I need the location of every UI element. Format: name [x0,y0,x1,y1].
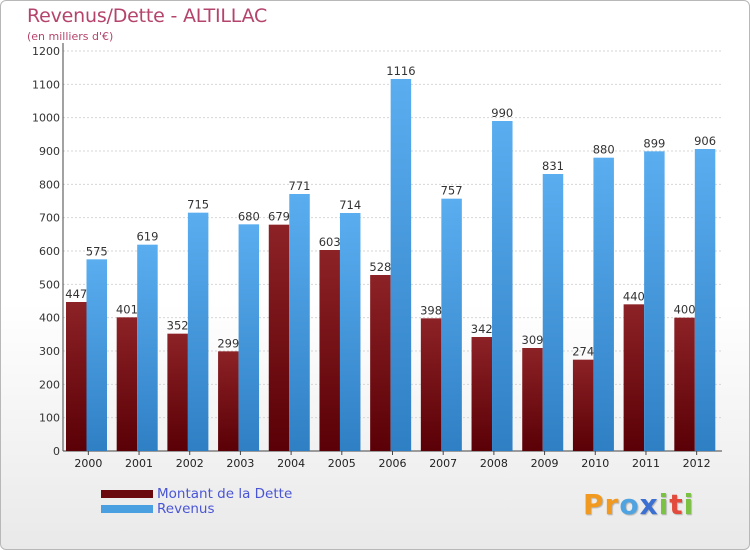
data-label-revenus: 715 [187,198,209,212]
logo-letter: r [604,488,620,521]
y-tick-label: 200 [39,378,60,391]
bar-revenus [339,213,361,451]
bar-revenus [542,174,564,451]
bar-dette [218,351,239,451]
bar-revenus [694,149,716,451]
y-tick-label: 500 [39,278,60,291]
data-label-revenus: 619 [136,230,158,244]
logo-letter: P [583,488,605,521]
x-tick-label: 2011 [632,457,660,470]
bar-revenus [390,79,412,451]
data-label-revenus: 771 [289,179,311,193]
legend-label-dette: Montant de la Dette [157,486,293,502]
bar-dette [471,337,493,451]
data-label-dette: 447 [65,287,87,301]
legend-swatch-revenus [101,505,153,513]
data-label-dette: 274 [572,345,594,359]
y-tick-label: 700 [39,212,60,225]
data-label-dette: 401 [116,302,138,316]
data-label-dette: 352 [167,319,189,333]
x-tick-label: 2001 [125,457,153,470]
bar-dette [370,275,391,451]
data-label-dette: 679 [268,210,290,224]
chart-title: Revenus/Dette - ALTILLAC [27,5,268,27]
y-tick-label: 800 [39,178,60,191]
data-label-dette: 603 [319,235,341,249]
y-tick-label: 300 [39,345,60,358]
data-label-dette: 528 [369,260,391,274]
y-tick-label: 600 [39,245,60,258]
x-tick-label: 2010 [581,457,609,470]
x-tick-label: 2008 [480,457,508,470]
bar-revenus [492,121,513,451]
bar-revenus [86,259,107,451]
bars [66,79,716,452]
logo-letter: x [639,488,659,521]
y-tick-label: 1200 [32,45,60,58]
bar-dette [167,333,188,451]
logo-letter: i [658,488,670,521]
data-label-revenus: 680 [238,209,260,223]
data-label-revenus: 880 [593,143,615,157]
legend-swatch-dette [101,490,153,498]
bar-revenus [187,212,209,451]
bar-revenus [593,157,614,451]
data-label-revenus: 831 [542,159,564,173]
bar-dette [116,317,138,451]
x-tick-label: 2009 [531,457,559,470]
data-label-dette: 440 [623,289,645,303]
bar-dette [66,302,87,451]
data-label-dette: 309 [522,333,544,347]
data-label-dette: 342 [471,322,493,336]
bar-revenus [137,244,158,451]
logo-letter: o [619,488,640,521]
bar-dette [572,359,594,451]
x-tick-label: 2000 [74,457,102,470]
x-tick-label: 2007 [429,457,457,470]
y-tick-label: 1100 [32,78,60,91]
data-label-revenus: 990 [491,106,513,120]
y-tick-label: 0 [53,445,60,458]
x-tick-label: 2005 [328,457,356,470]
x-tick-label: 2002 [176,457,204,470]
proxiti-logo: Proxiti [583,488,694,521]
bar-revenus [238,224,260,451]
data-label-revenus: 899 [643,136,665,150]
data-labels: 447 575 401 619 352 715 299 680 679 771 603 714 528 1… [65,64,716,359]
bar-dette [268,224,290,451]
y-tick-label: 400 [39,312,60,325]
data-label-revenus: 714 [339,198,361,212]
data-label-revenus: 575 [86,244,108,258]
data-label-revenus: 1116 [386,64,415,78]
bar-revenus [289,194,310,451]
logo-letter: i [683,488,695,521]
x-tick-label: 2006 [379,457,407,470]
bar-revenus [441,198,462,451]
data-label-revenus: 757 [441,184,463,198]
x-tick-label: 2003 [226,457,254,470]
bar-revenus [644,151,665,452]
x-tick-label: 2004 [277,457,305,470]
chart-subtitle: (en milliers d'€) [27,30,114,43]
bar-dette [623,304,645,451]
bar-dette [420,318,442,451]
legend-label-revenus: Revenus [157,501,215,517]
y-tick-label: 100 [39,412,60,425]
data-label-revenus: 906 [694,134,716,148]
data-label-dette: 299 [217,336,239,350]
logo-letter: t [669,488,684,521]
bar-dette [522,348,543,451]
y-tick-label: 1000 [32,112,60,125]
y-tick-label: 900 [39,145,60,158]
bar-dette [674,317,695,451]
data-label-dette: 400 [674,303,696,317]
bar-dette [319,250,340,451]
data-label-dette: 398 [420,303,442,317]
x-tick-label: 2012 [683,457,711,470]
